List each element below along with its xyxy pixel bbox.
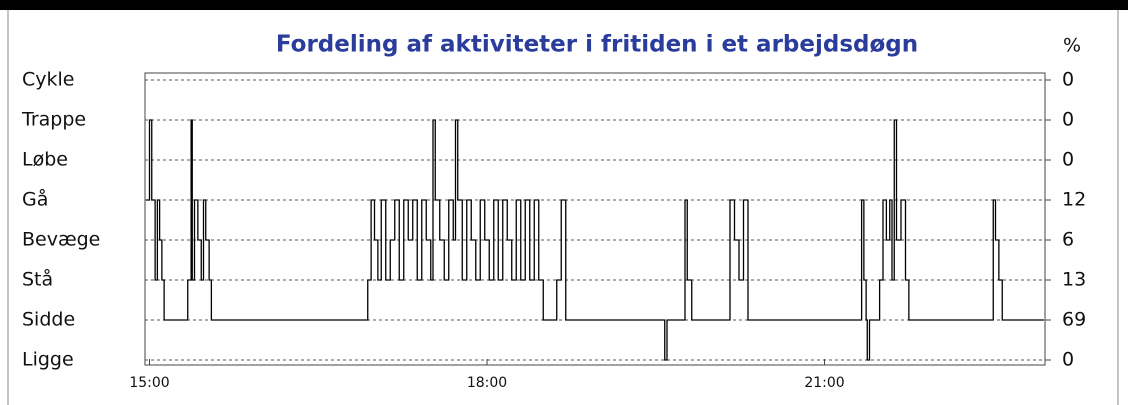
- y-tick-label: Stå: [22, 268, 53, 291]
- y2-tick-label: 0: [1062, 149, 1074, 171]
- y-tick-label: Trappe: [21, 109, 86, 131]
- x-tick-label: 21:00: [804, 375, 844, 391]
- y-tick-label: Bevæge: [22, 229, 100, 251]
- y2-tick-label: 6: [1062, 229, 1074, 251]
- y2-tick-label: 12: [1062, 189, 1086, 211]
- y2-tick-label: 13: [1062, 269, 1086, 291]
- chart-title: Fordeling af aktiviteter i fritiden i et…: [276, 32, 918, 58]
- y-tick-label: Gå: [22, 188, 48, 211]
- y2-tick-label: 0: [1062, 109, 1074, 131]
- y-tick-label: Cykle: [22, 69, 74, 91]
- y2-tick-label: 0: [1062, 349, 1074, 371]
- x-tick-label: 18:00: [467, 375, 507, 391]
- top-bar: [0, 0, 1128, 10]
- activity-line: [146, 119, 1044, 361]
- y2-tick-label: 69: [1062, 309, 1086, 331]
- y-tick-label: Ligge: [22, 349, 74, 371]
- x-tick-label: 15:00: [129, 375, 169, 391]
- y2-axis-label: %: [1063, 35, 1081, 57]
- y-tick-label: Løbe: [22, 149, 68, 171]
- plot-area: [144, 72, 1046, 366]
- y2-tick-label: 0: [1062, 69, 1074, 91]
- y-tick-label: Sidde: [22, 309, 75, 331]
